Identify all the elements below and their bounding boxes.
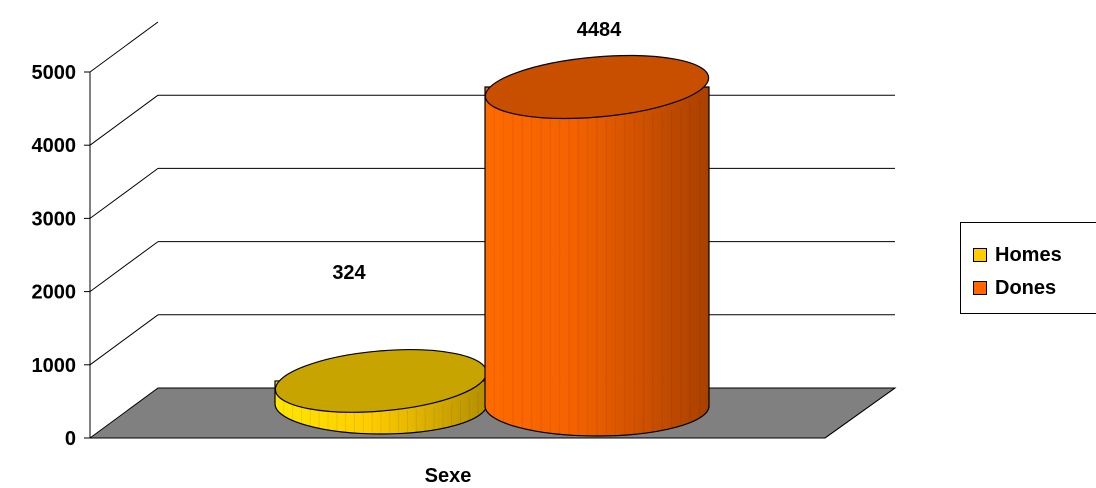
- data-labels: 324 4484: [332, 19, 622, 284]
- legend-swatch-homes: [973, 248, 987, 262]
- gridline-diagonal: [89, 167, 159, 219]
- y-tick-label: 4000: [32, 135, 77, 157]
- y-tick-label: 0: [65, 428, 76, 450]
- bar-dones: [484, 54, 710, 437]
- y-axis: 0 1000 2000 3000 4000 5000: [32, 62, 91, 450]
- data-label-dones: 4484: [577, 19, 622, 41]
- legend-swatch-dones: [973, 281, 987, 295]
- legend: Homes Dones: [960, 222, 1096, 314]
- y-tick-label: 5000: [32, 62, 77, 84]
- y-tick-label: 1000: [32, 355, 77, 377]
- x-axis-label: Sexe: [425, 465, 472, 487]
- data-label-homes: 324: [332, 262, 366, 284]
- bars: [274, 54, 710, 437]
- gridline-diagonal: [89, 94, 159, 146]
- gridline-diagonal: [89, 314, 159, 366]
- bar-dones-body: [484, 86, 710, 437]
- legend-item-dones: Dones: [973, 276, 1056, 300]
- legend-label-dones: Dones: [995, 276, 1057, 299]
- floor-right-edge: [824, 387, 896, 439]
- y-tick-label: 2000: [32, 282, 77, 304]
- gridline-diagonal: [89, 21, 159, 73]
- y-tick-label: 3000: [32, 208, 77, 230]
- bar-dones-top: [484, 54, 710, 120]
- gridline-diagonal: [89, 241, 159, 293]
- legend-item-homes: Homes: [973, 243, 1062, 267]
- bar-homes: [274, 349, 488, 435]
- legend-label-homes: Homes: [995, 243, 1062, 266]
